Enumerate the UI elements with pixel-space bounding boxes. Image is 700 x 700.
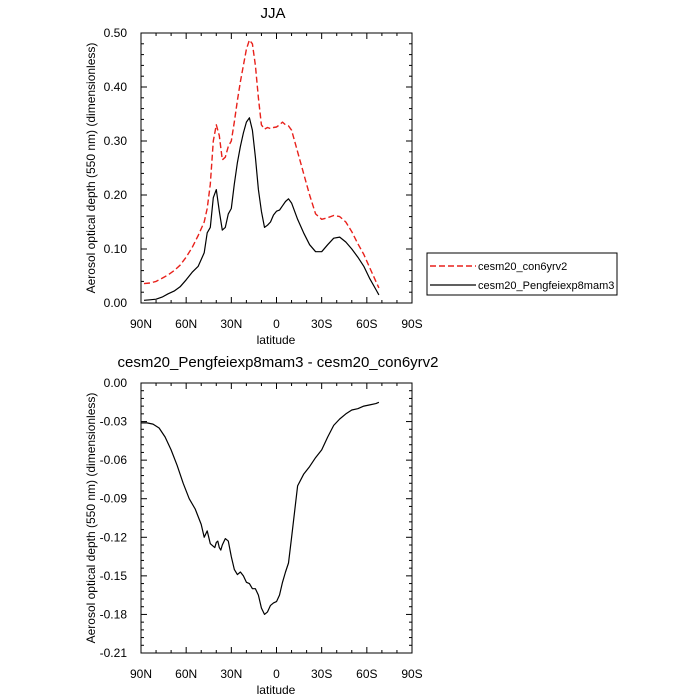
top-series-cesm20-con6yrv2 [143,39,380,289]
bottom-y-tick-label: -0.06 [100,453,128,467]
bottom-x-tick-label: 90S [401,667,422,681]
bottom-x-tick-label: 30N [220,667,242,681]
top-x-tick-label: 90N [130,317,152,331]
legend-label-pengfeiexp8mam3: cesm20_Pengfeiexp8mam3 [478,280,614,292]
bottom-panel: cesm20_Pengfeiexp8mam3 - cesm20_con6yrv2… [84,354,439,697]
bottom-tick-labels: 90N 60N 30N 0 30S 60S 90S 0.00 -0.03 -0.06 -0.09 -0… [100,376,423,681]
top-y-tick-label: 0.30 [104,134,128,148]
bottom-x-tick-label: 90N [130,667,152,681]
top-x-tick-label: 60S [356,317,377,331]
top-chart-title: JJA [260,5,285,22]
top-x-tick-label: 30N [220,317,242,331]
bottom-chart-title: cesm20_Pengfeiexp8mam3 - cesm20_con6yrv2 [118,354,439,371]
top-x-axis-label: latitude [257,333,296,347]
bottom-y-tick-label: 0.00 [104,376,128,390]
legend-label-con6yrv2: cesm20_con6yrv2 [478,261,567,273]
legend: cesm20_con6yrv2 cesm20_Pengfeiexp8mam3 [426,252,618,296]
top-y-tick-label: 0.00 [104,296,128,310]
legend-frame [426,252,618,296]
top-tick-labels: 90N 60N 30N 0 30S 60S 90S 0.00 0.10 0.20 0.30 0.40 0… [104,26,423,331]
top-y-tick-label: 0.10 [104,242,128,256]
bottom-x-tick-label: 60N [175,667,197,681]
bottom-x-tick-label: 60S [356,667,377,681]
top-series [143,39,380,301]
top-x-tick-label: 90S [401,317,422,331]
top-x-tick-label: 60N [175,317,197,331]
bottom-x-tick-label: 0 [273,667,280,681]
bottom-y-axis-label: Aerosol optical depth (550 nm) (dimensio… [84,393,98,644]
top-plot-frame [140,32,413,304]
top-y-axis-label: Aerosol optical depth (550 nm) (dimensio… [84,43,98,294]
bottom-y-tick-label: -0.03 [100,415,128,429]
bottom-y-tick-label: -0.21 [100,646,128,660]
top-panel: JJA 90N 60N 30N 0 30S 60S 90S 0.00 0.10 0.20 0.30 0… [84,5,618,347]
bottom-y-tick-label: -0.15 [100,569,128,583]
top-y-tick-label: 0.50 [104,26,128,40]
top-y-tick-label: 0.20 [104,188,128,202]
bottom-y-tick-label: -0.09 [100,492,128,506]
top-y-tick-label: 0.40 [104,80,128,94]
bottom-ticks [140,382,413,654]
bottom-x-tick-label: 30S [311,667,332,681]
top-x-tick-label: 0 [273,317,280,331]
bottom-series [141,401,380,616]
bottom-y-tick-label: -0.12 [100,530,128,544]
bottom-x-axis-label: latitude [257,683,296,697]
bottom-plot-frame [140,382,413,654]
top-ticks [140,32,413,304]
bottom-y-tick-label: -0.18 [100,607,128,621]
bottom-series-difference [141,401,380,616]
top-x-tick-label: 30S [311,317,332,331]
top-series-cesm20-pengfeiexp8mam3 [143,117,380,301]
